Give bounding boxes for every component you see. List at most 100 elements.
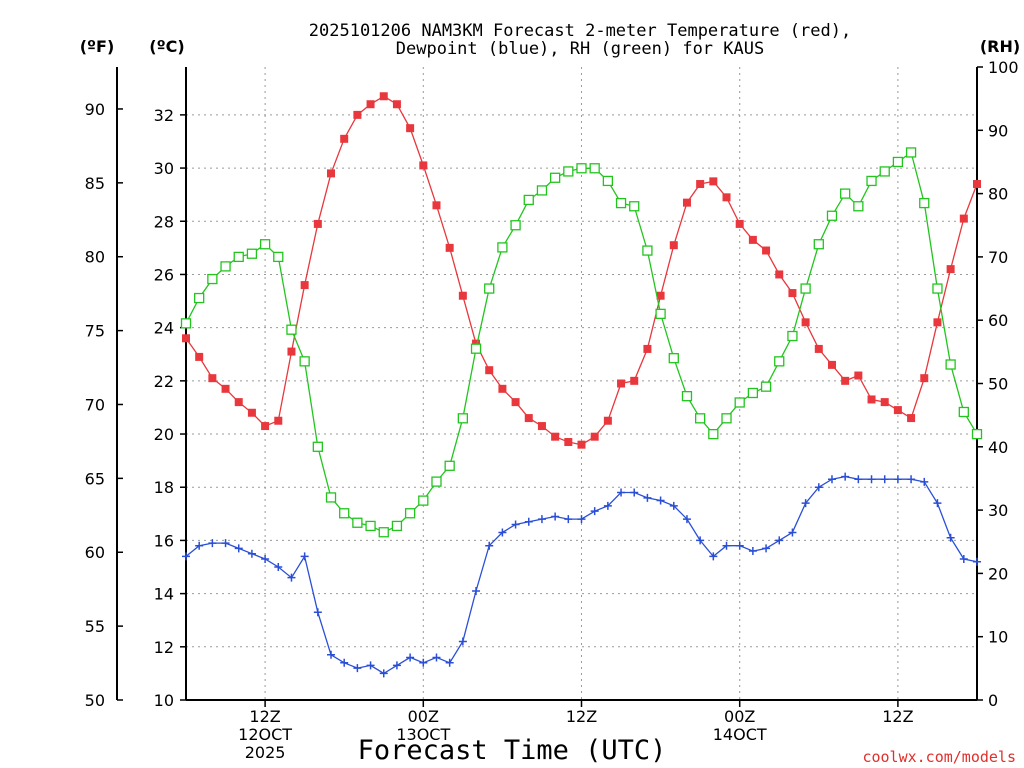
rh-point — [457, 413, 469, 424]
rh-point — [576, 163, 587, 174]
rh-point — [774, 356, 785, 367]
dewpoint-point — [564, 515, 573, 524]
rh-point — [404, 508, 416, 519]
rh-point — [286, 324, 297, 335]
dewpoint-point — [630, 488, 639, 497]
rh-point — [932, 283, 943, 294]
dewpoint-point — [511, 520, 520, 529]
dewpoint-point — [880, 475, 889, 484]
rh-point — [484, 283, 495, 294]
dewpoint-point — [827, 475, 836, 484]
x-tick-label: 00Z — [724, 707, 755, 726]
chart-title-line-1: 2025101206 NAM3KM Forecast 2-meter Tempe… — [309, 21, 851, 41]
rh-point — [418, 495, 429, 506]
temperature-point — [748, 235, 757, 244]
rh-point — [549, 172, 561, 183]
celsius-tick-label: 22 — [154, 372, 174, 391]
rh-tick-label: 80 — [988, 185, 1008, 204]
temperature-point — [221, 384, 230, 393]
dewpoint-point — [696, 536, 705, 545]
rh-point — [365, 520, 376, 532]
celsius-tick-label: 18 — [154, 478, 174, 497]
celsius-tick-label: 20 — [154, 425, 174, 444]
dewpoint-point — [366, 661, 375, 670]
rh-point — [945, 359, 956, 370]
rh-point — [919, 197, 930, 209]
dewpoint-point — [973, 557, 981, 566]
rh-point — [378, 527, 389, 538]
dewpoint-point — [801, 499, 810, 508]
temperature-point — [775, 270, 784, 279]
fahrenheit-tick-label: 65 — [85, 469, 105, 488]
temperature-point — [959, 214, 968, 223]
dewpoint-point — [340, 658, 349, 667]
dewpoint-point — [907, 475, 916, 484]
dewpoint-point — [656, 496, 665, 505]
rh-unit-label: (RH) — [980, 37, 1020, 56]
rh-point — [800, 283, 811, 294]
rh-point — [470, 343, 482, 354]
dewpoint-point — [300, 552, 309, 561]
dewpoint-point — [854, 475, 863, 484]
fahrenheit-tick-label: 50 — [85, 691, 105, 710]
rh-point — [180, 318, 192, 329]
rh-point — [497, 242, 508, 253]
rh-point — [971, 428, 983, 440]
dewpoint-point — [577, 515, 586, 524]
dewpoint-point — [551, 512, 560, 521]
temperature-point — [208, 374, 217, 383]
dewpoint-point — [274, 563, 283, 572]
rh-point — [299, 356, 310, 367]
rh-point — [958, 406, 969, 418]
grid-layer — [186, 67, 977, 700]
rh-point — [668, 353, 679, 364]
rh-point — [695, 413, 706, 424]
rh-point — [747, 387, 759, 399]
dewpoint-point — [195, 541, 204, 550]
rh-point — [510, 220, 521, 231]
dewpoint-point — [682, 515, 691, 524]
temperature-point — [261, 422, 270, 431]
temperature-point — [551, 432, 560, 441]
dewpoint-point — [406, 653, 415, 662]
temperature-point — [247, 408, 256, 417]
temperature-point — [867, 395, 876, 404]
temperature-point — [880, 398, 889, 407]
dewpoint-point — [590, 507, 599, 516]
dewpoint-point — [445, 658, 454, 667]
series-layer — [180, 92, 983, 678]
rh-point — [431, 476, 442, 487]
temperature-point — [300, 281, 309, 290]
dewpoint-point — [392, 661, 401, 670]
temperature-point — [313, 219, 322, 228]
rh-point — [391, 520, 403, 532]
temperature-point — [603, 416, 612, 425]
fahrenheit-unit-label: (ºF) — [80, 37, 115, 56]
x-tick-label: 12Z — [249, 707, 280, 726]
x-axis-title: Forecast Time (UTC) — [358, 735, 667, 766]
dewpoint-point — [841, 472, 850, 481]
temperature-point — [814, 344, 823, 353]
rh-point — [866, 175, 877, 187]
temperature-point — [577, 440, 586, 449]
rh-point — [339, 508, 350, 519]
rh-tick-label: 100 — [988, 58, 1019, 77]
dewpoint-point — [920, 477, 929, 486]
dewpoint-point — [748, 547, 757, 556]
rh-point — [734, 397, 745, 408]
rh-point — [760, 381, 772, 392]
dewpoint-point — [313, 608, 322, 617]
rh-point — [892, 156, 904, 168]
dewpoint-point — [247, 549, 256, 558]
temperature-point — [762, 246, 771, 255]
temperature-point — [458, 291, 467, 300]
temperature-point — [353, 110, 362, 119]
temperature-point — [274, 416, 283, 425]
rh-point — [681, 391, 693, 402]
temperature-point — [287, 347, 296, 356]
dewpoint-point — [722, 541, 731, 550]
temperature-point — [234, 398, 243, 407]
rh-tick-label: 50 — [988, 375, 1008, 394]
dewpoint-point — [379, 669, 388, 678]
rh-point — [721, 413, 732, 424]
